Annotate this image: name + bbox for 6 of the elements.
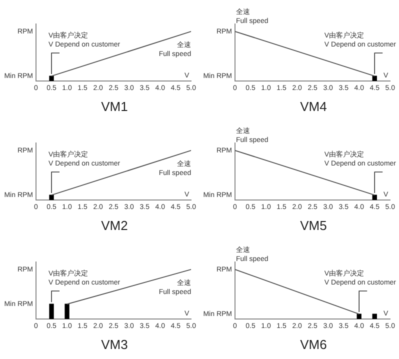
text: VM1 <box>101 98 128 114</box>
text: VM3 <box>101 336 128 352</box>
text: VM2 <box>101 218 128 233</box>
text: VM4 <box>300 98 327 114</box>
text: VM6 <box>300 336 327 352</box>
text: VM5 <box>300 218 327 233</box>
